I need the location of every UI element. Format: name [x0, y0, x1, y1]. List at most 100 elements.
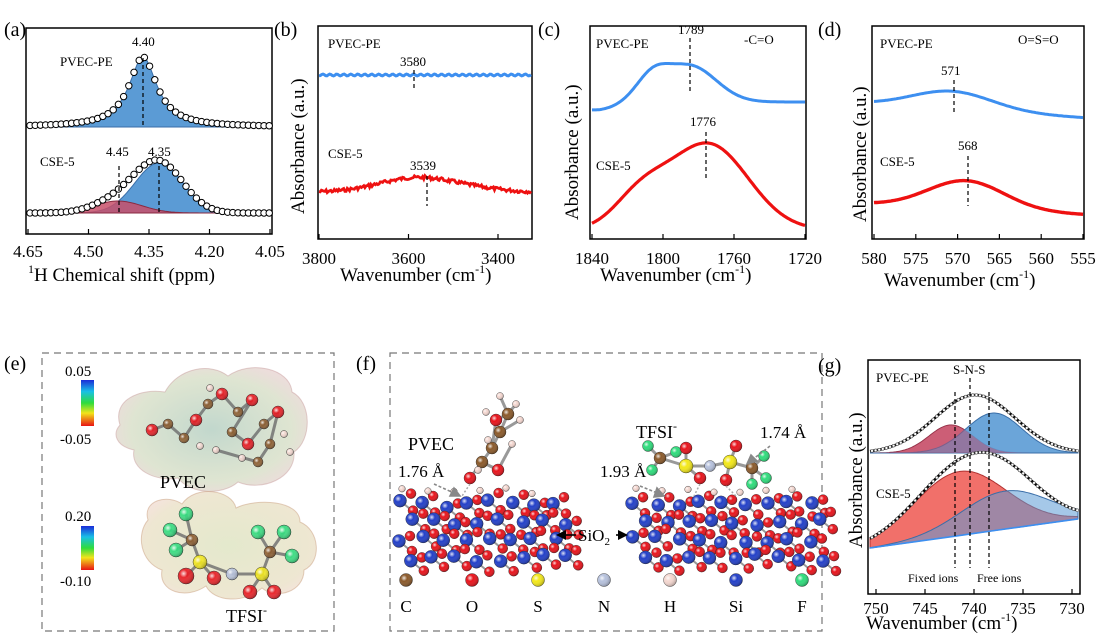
slab-si-shine	[715, 496, 728, 509]
a-tick-label: 4.50	[74, 242, 104, 261]
g-bottom-point	[975, 451, 978, 454]
slab-o-shine	[829, 551, 839, 561]
slab-si-shine	[427, 513, 440, 526]
panel-b-xlabel-text: Wavenumber (cm	[340, 265, 475, 286]
pvec-atom-O-shine	[246, 394, 258, 406]
slab-h-shine	[477, 487, 484, 494]
panel-b-bottom-name: CSE-5	[328, 146, 363, 161]
b-bottom-curve	[319, 176, 531, 193]
f-tfsi-atom-F-shine	[643, 441, 654, 452]
g-top-point	[1054, 444, 1057, 447]
pvec-atom-O-shine	[190, 414, 202, 426]
slab-o-shine	[828, 524, 838, 534]
g-top-point	[896, 443, 899, 446]
slab-h-shine	[633, 485, 640, 492]
g-bottom-point	[957, 458, 960, 461]
slab-o-shine	[672, 553, 682, 563]
panel-b-ylabel: Absorbance (a.u.)	[288, 78, 309, 214]
g-top-point	[928, 421, 931, 424]
slab-o-shine	[831, 566, 841, 576]
legend-ball-N-shine	[598, 574, 611, 587]
c-tick-label: 1720	[788, 249, 822, 268]
slab-o-shine	[418, 509, 428, 519]
slab-si-shine	[491, 513, 504, 526]
atom-legend: C O S N H Si F	[400, 574, 809, 617]
slab-o-shine	[817, 534, 827, 544]
a-tick-label: 4.35	[134, 242, 164, 261]
f-pvec-atom-O-shine	[490, 414, 502, 426]
f-dist2: 1.74 Å	[760, 423, 807, 442]
slab-o-shine	[807, 565, 817, 575]
slab-si-shine	[483, 532, 496, 545]
f-pvec-atom-H-shine	[513, 401, 520, 408]
slab-si-shine	[517, 551, 530, 564]
g-top-point	[878, 448, 881, 451]
slab-si-shine	[792, 554, 805, 567]
legend-label-H: H	[664, 597, 676, 616]
slab-o-shine	[571, 545, 581, 555]
slab-o-shine	[507, 551, 517, 561]
a-top-point	[167, 104, 173, 110]
slab-si-shine	[692, 495, 705, 508]
g-bottom-point	[1004, 458, 1007, 461]
slab-si-shine	[559, 549, 572, 562]
slab-o-shine	[505, 524, 515, 534]
slab-o-shine	[532, 563, 542, 573]
slab-o-shine	[439, 562, 449, 572]
legend-ball-H-shine	[664, 574, 677, 587]
a-bottom-point	[183, 183, 189, 189]
a-top-point	[162, 98, 168, 104]
slab-o-shine	[494, 488, 504, 498]
f-pvec-atom-C-shine	[502, 408, 514, 420]
slab-o-shine	[792, 491, 802, 501]
slab-si-shine	[725, 517, 738, 530]
pvec-atom-H-shine	[239, 455, 246, 462]
g-bottom-point	[885, 526, 888, 529]
a-top-point	[115, 101, 121, 107]
f-pvec-atom-H-shine	[475, 467, 482, 474]
slab-o-shine	[559, 492, 569, 502]
slab-o-shine	[472, 527, 482, 537]
pvec-atom-C-shine	[259, 419, 269, 429]
slab-si-shine	[504, 533, 517, 546]
slab-si-shine	[683, 515, 696, 528]
slab-o-shine	[792, 527, 802, 537]
pvec-atom-C-shine	[179, 433, 189, 443]
pvec-atom-O-shine	[216, 388, 228, 400]
pvec-esp-surface	[116, 368, 307, 492]
panel-d-xlabel-text: Wavenumber (cm	[884, 270, 1019, 291]
g-bottom-point	[989, 452, 992, 455]
pvec-label: PVEC	[160, 472, 206, 492]
slab-o-shine	[572, 516, 582, 526]
g-bottom-point	[1018, 469, 1021, 472]
g-tick-label: 730	[1059, 599, 1085, 618]
g-bottom-point	[939, 473, 942, 476]
slab-o-shine	[641, 542, 651, 552]
g-bottom-point	[925, 487, 928, 490]
a-bottom-point	[167, 164, 173, 170]
slab-o-shine	[652, 513, 662, 523]
tfsi-atom-S-shine	[193, 555, 207, 569]
tfsi-atom-O-shine	[207, 571, 221, 585]
slab-o-shine	[818, 495, 828, 505]
slab-o-shine	[460, 544, 470, 554]
a-bottom-point	[188, 189, 194, 195]
g-top-point	[1051, 443, 1054, 446]
pvec-atom-C-shine	[203, 399, 213, 409]
a-bottom-point	[172, 170, 178, 176]
slab-o-shine	[573, 560, 583, 570]
panel-g-fixed-label: Fixed ions	[908, 571, 959, 585]
panel-d-top-name: PVEC-PE	[880, 36, 933, 51]
g-top-point	[1047, 441, 1050, 444]
f-tfsi-atom-O-shine	[730, 440, 742, 452]
slab-si-shine	[460, 496, 473, 509]
tfsi-atom-N-shine	[226, 568, 238, 580]
slab-h-shine	[425, 488, 432, 495]
pvec-atom-O-shine	[272, 406, 284, 418]
g-top-point	[1011, 414, 1014, 417]
legend-ball-S-shine	[532, 574, 545, 587]
g-bottom-point	[1025, 475, 1028, 478]
tfsi-atom-F-shine	[169, 543, 183, 557]
tfsi-atom-F-shine	[179, 507, 193, 521]
esp-scale1-min: -0.05	[60, 432, 91, 448]
